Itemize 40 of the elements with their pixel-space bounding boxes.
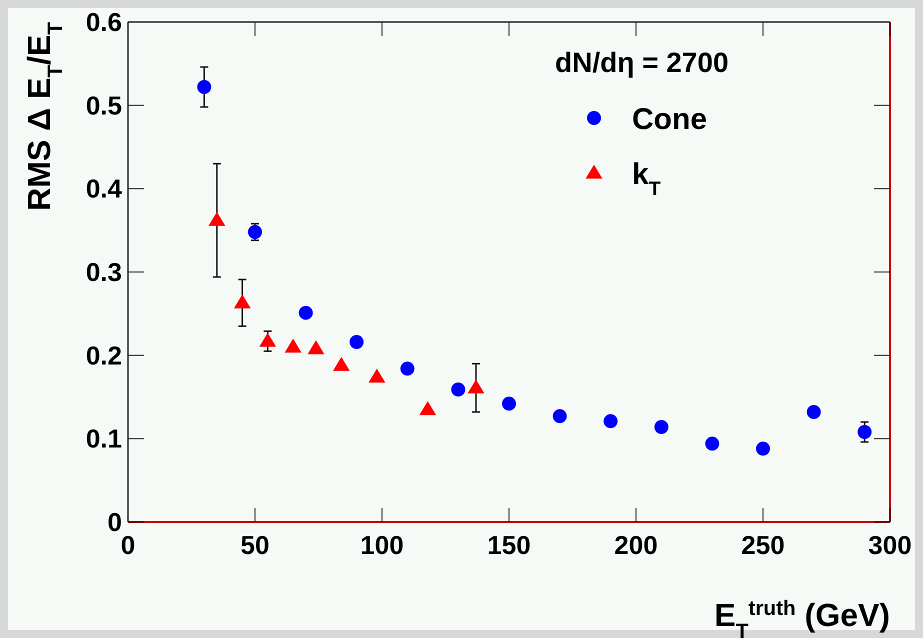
x-tick-label: 250	[741, 530, 785, 560]
point	[451, 382, 466, 396]
y-tick-label: 0.1	[86, 424, 122, 454]
point	[197, 80, 212, 94]
point	[298, 306, 313, 320]
y-tick-label: 0.6	[86, 7, 122, 37]
x-tick-label: 300	[868, 530, 912, 560]
point	[604, 414, 618, 428]
point	[234, 294, 251, 308]
point	[756, 442, 770, 456]
y-tick-label: 0.3	[86, 257, 122, 287]
x-tick-label: 150	[487, 530, 531, 560]
x-tick-label: 100	[360, 530, 404, 560]
point	[654, 420, 668, 434]
y-tick-label: 0	[108, 507, 122, 537]
y-tick-label: 0.2	[86, 340, 122, 370]
point	[502, 396, 516, 411]
legend-label: Cone	[632, 103, 707, 136]
legend-label: k$_{T}$	[632, 158, 661, 200]
point	[248, 225, 262, 239]
y-tick-label: 0.4	[86, 174, 123, 204]
point	[308, 340, 324, 354]
point	[350, 335, 364, 349]
y-tick-label: 0.5	[86, 90, 122, 120]
x-axis-title: E$_{T}$$^{truth}$ (GeV)	[714, 596, 890, 638]
point	[552, 409, 567, 424]
point	[368, 368, 386, 383]
legend-title: dN/dη = 2700	[555, 47, 729, 78]
point	[400, 362, 414, 376]
point	[419, 401, 436, 416]
point	[259, 332, 276, 347]
x-tick-label: 200	[614, 530, 658, 560]
point	[332, 356, 350, 371]
point	[468, 379, 484, 394]
point	[284, 338, 302, 353]
point	[858, 425, 872, 439]
point	[705, 436, 720, 451]
x-tick-label: 50	[240, 530, 270, 560]
point	[208, 212, 226, 226]
point	[806, 405, 821, 419]
